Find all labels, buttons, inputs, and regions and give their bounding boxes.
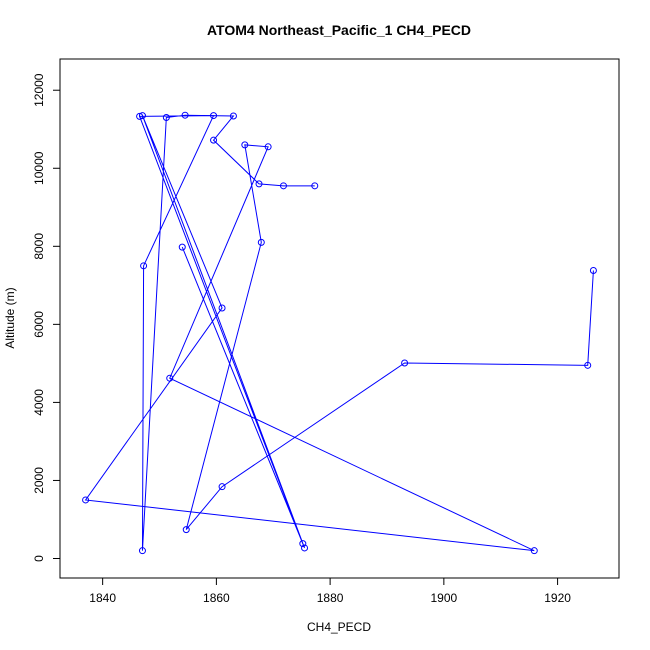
data-point (181, 111, 189, 119)
data-point (82, 496, 90, 504)
data-point (589, 267, 597, 275)
x-tick-label: 1880 (317, 591, 344, 605)
data-point (530, 547, 538, 555)
data-point (584, 361, 592, 369)
y-tick-label: 2000 (32, 467, 46, 494)
data-point (311, 182, 319, 190)
data-point (229, 112, 237, 120)
y-tick-label: 12000 (32, 73, 46, 107)
x-tick-label: 1840 (89, 591, 116, 605)
x-tick-label: 1860 (203, 591, 230, 605)
data-point (264, 143, 272, 151)
chart-title: ATOM4 Northeast_Pacific_1 CH4_PECD (207, 22, 471, 38)
data-point (279, 182, 287, 190)
y-tick-label: 0 (32, 555, 46, 562)
y-axis: 0 2000 4000 6000 8000 10000 12000 (32, 73, 61, 562)
x-axis-label: CH4_PECD (307, 620, 371, 634)
data-point (299, 540, 307, 548)
x-tick-label: 1920 (544, 591, 571, 605)
data-point (401, 359, 409, 367)
data-point (178, 243, 186, 251)
data-point (241, 141, 249, 149)
data-point (210, 136, 218, 144)
y-tick-label: 10000 (32, 151, 46, 185)
data-point (136, 112, 144, 120)
y-axis-label: Altitude (m) (3, 287, 17, 348)
data-point (218, 304, 226, 312)
data-point (140, 262, 148, 270)
data-point (301, 544, 309, 552)
series-line-group (84, 114, 594, 552)
data-point (218, 483, 226, 491)
data-point (257, 238, 265, 246)
series-line (84, 114, 594, 552)
x-axis: 1840 1860 1880 1900 1920 (89, 577, 571, 605)
data-point (162, 114, 170, 122)
y-tick-label: 6000 (32, 311, 46, 338)
data-point (138, 547, 146, 555)
y-tick-label: 8000 (32, 233, 46, 260)
x-tick-label: 1900 (430, 591, 457, 605)
data-point (182, 526, 190, 534)
series-points-group (82, 111, 597, 555)
y-tick-label: 4000 (32, 389, 46, 416)
data-point (138, 112, 146, 120)
data-point (210, 112, 218, 120)
data-point (166, 374, 174, 382)
data-point (255, 180, 263, 188)
